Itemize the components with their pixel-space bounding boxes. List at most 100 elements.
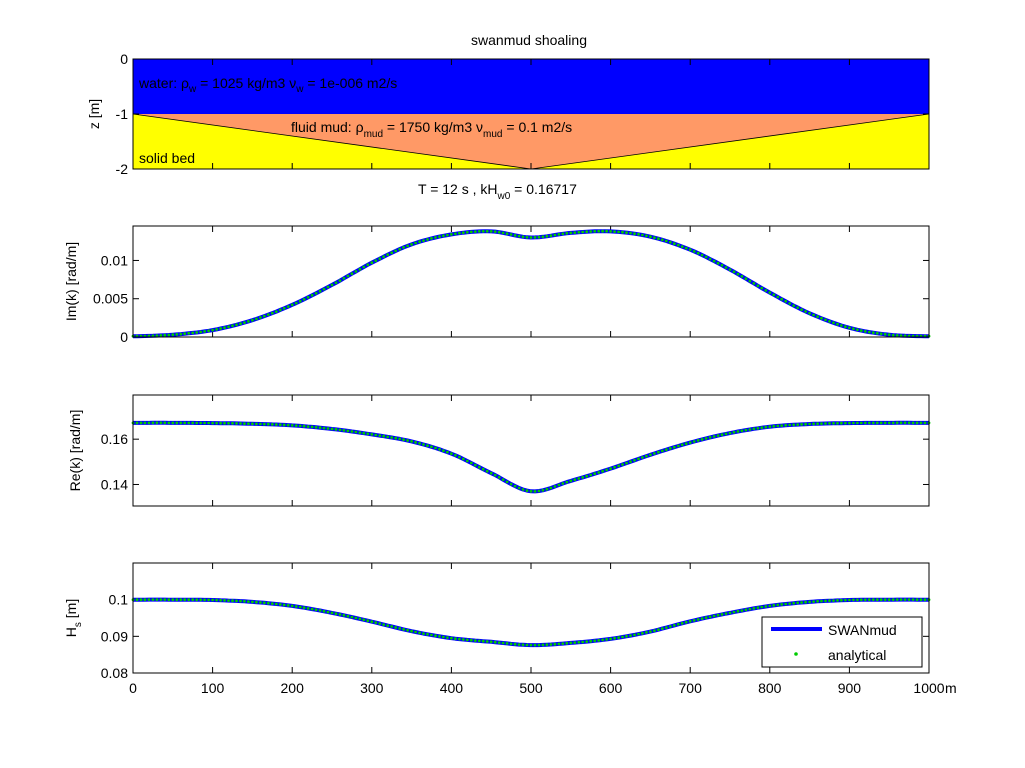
analytical-point [748, 607, 752, 611]
analytical-point [191, 331, 195, 335]
analytical-point [657, 628, 660, 632]
analytical-point [517, 486, 521, 490]
x-tick-label: 600 [599, 680, 623, 696]
analytical-point [350, 615, 354, 619]
analytical-point [493, 640, 497, 644]
analytical-point [477, 639, 481, 643]
analytical-point [637, 632, 640, 636]
analytical-point [430, 445, 433, 449]
analytical-point [597, 229, 601, 233]
analytical-point [386, 624, 390, 627]
analytical-point [756, 284, 760, 288]
analytical-point [541, 643, 545, 647]
analytical-point [891, 333, 895, 337]
analytical-point [621, 463, 624, 466]
plot-area [133, 395, 929, 506]
analytical-point [533, 643, 537, 647]
analytical-point [816, 315, 819, 319]
analytical-point [382, 434, 386, 438]
profile-y-label: z [m] [86, 99, 102, 129]
analytical-point [848, 326, 851, 330]
analytical-point [812, 422, 815, 426]
analytical-point [760, 426, 764, 430]
analytical-point [871, 421, 875, 425]
analytical-point [704, 437, 708, 440]
analytical-point [505, 232, 509, 236]
analytical-point [294, 424, 298, 427]
analytical-point [736, 272, 740, 276]
analytical-point [808, 311, 811, 315]
analytical-point [294, 605, 298, 608]
analytical-point [342, 613, 346, 617]
analytical-point [187, 331, 191, 335]
analytical-point [151, 598, 155, 601]
analytical-point [585, 640, 589, 643]
analytical-point [764, 289, 768, 292]
analytical-point [334, 428, 338, 431]
y-tick-label: 0.09 [101, 628, 128, 644]
analytical-point [545, 643, 549, 647]
analytical-point [625, 231, 628, 235]
analytical-point [684, 620, 688, 624]
x-tick-label: 200 [281, 680, 305, 696]
profile-y-tick-label: 0 [120, 51, 128, 67]
analytical-point [195, 421, 199, 425]
analytical-point [398, 437, 402, 441]
analytical-point [223, 421, 226, 425]
analytical-point [235, 323, 238, 327]
analytical-point [306, 295, 310, 299]
analytical-point [553, 642, 557, 646]
analytical-point [573, 231, 577, 235]
analytical-point [191, 421, 195, 425]
analytical-point [505, 480, 509, 484]
analytical-point [549, 234, 553, 238]
axes-box [132, 562, 930, 674]
analytical-point [465, 638, 469, 642]
x-tick-label: 300 [360, 680, 384, 696]
analytical-point [641, 233, 644, 237]
analytical-point [454, 637, 457, 641]
analytical-point [700, 253, 704, 257]
analytical-point [521, 643, 525, 647]
analytical-point [784, 423, 788, 427]
analytical-point [668, 447, 672, 450]
analytical-point [708, 615, 712, 619]
analytical-point [680, 245, 684, 249]
analytical-point [856, 328, 859, 332]
analytical-point [302, 606, 306, 610]
analytical-point [617, 464, 620, 468]
analytical-point [859, 598, 863, 602]
analytical-point [426, 444, 429, 447]
analytical-point [481, 229, 485, 233]
analytical-point [251, 422, 254, 426]
analytical-point [545, 487, 549, 491]
analytical-point [458, 455, 461, 459]
analytical-point [879, 421, 883, 425]
analytical-point [613, 465, 616, 469]
analytical-point [446, 233, 449, 237]
analytical-point [259, 601, 262, 604]
analytical-point [752, 282, 756, 285]
analytical-point [243, 422, 246, 425]
analytical-point [752, 427, 756, 431]
analytical-point [366, 263, 370, 267]
analytical-point [465, 459, 469, 463]
analytical-point [318, 609, 322, 612]
analytical-point [672, 445, 676, 449]
analytical-point [517, 643, 521, 646]
analytical-point [609, 467, 612, 470]
analytical-point [322, 287, 326, 291]
analytical-point [660, 627, 664, 630]
analytical-point [641, 456, 644, 459]
analytical-point [477, 230, 481, 233]
legend-analytical-label: analytical [828, 647, 886, 663]
analytical-point [414, 630, 417, 634]
analytical-point [840, 324, 843, 327]
analytical-point [203, 421, 207, 425]
analytical-point [255, 600, 258, 604]
analytical-point [537, 235, 541, 239]
analytical-point [720, 263, 724, 267]
analytical-point [649, 453, 652, 457]
analytical-point [414, 441, 417, 444]
